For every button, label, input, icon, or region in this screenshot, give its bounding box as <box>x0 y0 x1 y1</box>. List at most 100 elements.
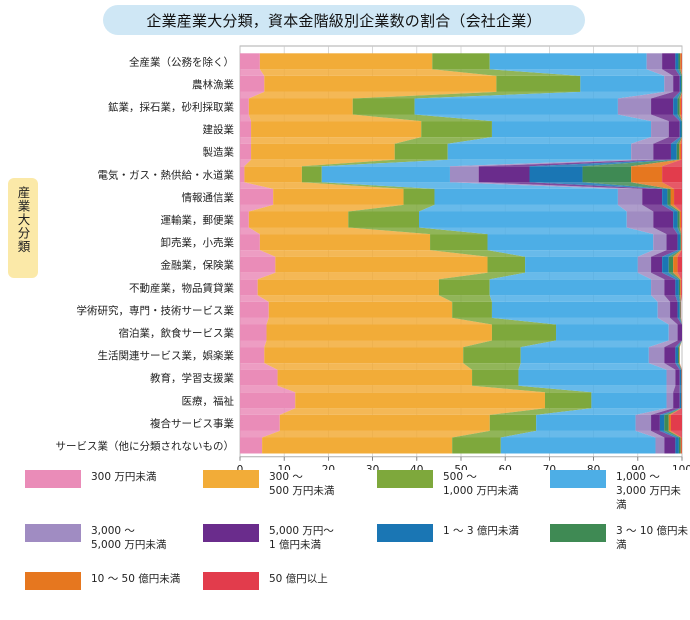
bar-segment <box>635 414 652 431</box>
connector-band <box>452 430 537 438</box>
bar-segment <box>677 301 680 318</box>
bar-segment <box>489 414 537 431</box>
bar-segment <box>679 98 682 115</box>
connector-band <box>582 182 671 189</box>
category-label: 教育，学習支援業 <box>150 372 234 385</box>
bar-segment <box>659 414 665 431</box>
connector-band <box>487 250 654 257</box>
connector-band <box>677 91 682 99</box>
connector-band <box>673 91 682 99</box>
bar-segment <box>472 369 519 386</box>
bar-segment <box>673 98 678 115</box>
connector-band <box>651 250 678 257</box>
connector-band <box>240 182 274 189</box>
legend-swatch <box>25 470 81 488</box>
legend-item: 300 ～ 500 万円未満 <box>203 470 334 498</box>
connector-band <box>673 227 681 235</box>
bar-segment <box>421 121 492 138</box>
connector-band <box>264 363 473 370</box>
connector-band <box>617 91 674 99</box>
bar-segment <box>240 188 274 205</box>
bar-segment <box>680 234 682 251</box>
bar-segment <box>295 392 545 409</box>
connector-band <box>653 227 678 235</box>
legend-item: 1,000 ～ 3,000 万円未満 <box>550 470 690 512</box>
bar-segment <box>518 369 667 386</box>
connector-band <box>518 363 667 370</box>
bar-segment <box>432 53 490 70</box>
connector-band <box>321 182 618 189</box>
bar-segment <box>664 279 676 296</box>
connector-band <box>321 159 632 167</box>
category-label: 医療，福祉 <box>182 394 235 407</box>
bar-segment <box>657 301 671 318</box>
connector-band <box>248 227 431 235</box>
bar-segment <box>678 53 681 70</box>
bar-segment <box>580 75 665 92</box>
category-label: 電気・ガス・熱供給・水道業 <box>98 168 235 181</box>
bar-segment <box>452 437 501 454</box>
connector-band <box>240 204 274 212</box>
connector-band <box>651 295 671 302</box>
legend-label: 300 ～ 500 万円未満 <box>269 471 335 497</box>
bar-segment <box>626 211 654 228</box>
bar-segment <box>251 143 395 160</box>
bar-segment <box>266 324 492 341</box>
connector-band <box>352 114 492 122</box>
connector-band <box>678 295 681 302</box>
connector-band <box>664 363 680 370</box>
connector-band <box>259 69 497 76</box>
connector-band <box>240 91 265 99</box>
connector-band <box>452 317 557 325</box>
bar-segment <box>664 347 676 364</box>
bar-segment <box>677 98 680 115</box>
bar-segment <box>680 53 682 70</box>
connector-band <box>664 430 681 438</box>
legend-label: 3,000 ～ 5,000 万円未満 <box>91 525 167 551</box>
bar-segment <box>681 75 682 92</box>
connector-band <box>264 340 492 348</box>
bar-segment <box>662 188 668 205</box>
connector-band <box>670 317 682 325</box>
bar-segment <box>240 256 276 273</box>
connector-band <box>419 204 627 212</box>
bar-segment <box>496 75 581 92</box>
legend-swatch <box>25 572 81 590</box>
bar-segment <box>674 188 682 205</box>
connector-band <box>651 91 680 99</box>
connector-band <box>648 340 678 348</box>
connector-band <box>489 408 592 415</box>
bar-segment <box>673 211 678 228</box>
bar-segment <box>264 75 497 92</box>
bar-segment <box>419 211 627 228</box>
connector-band <box>662 182 682 189</box>
bar-segment <box>240 53 260 70</box>
connector-band <box>681 137 682 144</box>
bar-segment <box>677 324 682 341</box>
connector-band <box>681 91 682 99</box>
connector-band <box>651 114 680 122</box>
legend-label: 50 億円以上 <box>269 573 328 585</box>
connector-band <box>675 295 680 302</box>
connector-band <box>500 430 656 438</box>
connector-band <box>679 340 682 348</box>
bar-segment <box>668 414 671 431</box>
category-label: 宿泊業，飲食サービス業 <box>119 327 235 340</box>
connector-band <box>670 430 682 438</box>
connector-band <box>657 317 678 325</box>
bar-segment <box>491 324 557 341</box>
bar-segment <box>591 392 667 409</box>
bar-segment <box>676 143 680 160</box>
bar-segment <box>500 437 656 454</box>
bar-segment <box>662 256 669 273</box>
bar-segment <box>430 234 488 251</box>
connector-band <box>478 159 671 167</box>
connector-band <box>646 69 674 76</box>
bar-segment <box>631 143 654 160</box>
connector-band <box>259 250 488 257</box>
legend-swatch <box>550 524 606 542</box>
bar-segment <box>668 121 680 138</box>
connector-band <box>262 430 490 438</box>
connector-band <box>257 272 488 280</box>
bar-segment <box>646 53 663 70</box>
